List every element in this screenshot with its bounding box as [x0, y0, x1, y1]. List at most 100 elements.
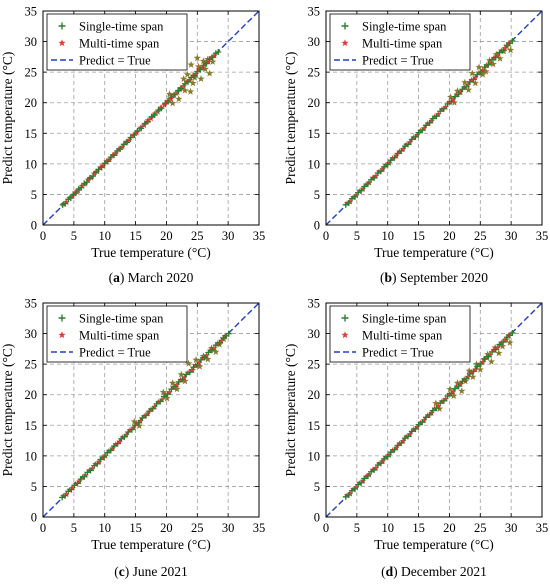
x-tick-label: 10 — [381, 521, 394, 535]
y-tick-label: 35 — [308, 5, 321, 19]
single-time-span-point — [429, 407, 436, 414]
y-tick-label: 30 — [308, 327, 321, 341]
single-time-span-point — [168, 386, 175, 393]
multi-time-span-point — [353, 192, 360, 199]
single-time-span-point — [78, 184, 85, 191]
multi-time-span-point — [203, 352, 210, 359]
single-time-span-point — [448, 390, 455, 397]
multi-time-span-point — [126, 136, 133, 143]
x-tick-label: 0 — [323, 229, 329, 243]
single-time-span-point — [65, 488, 72, 495]
x-axis-label: True temperature (°C) — [91, 537, 211, 552]
single-time-span-point — [348, 487, 355, 494]
overlap-point — [197, 75, 205, 82]
single-time-span-point — [194, 361, 201, 368]
single-time-span-point — [107, 154, 114, 161]
single-time-span-point — [220, 334, 227, 341]
multi-time-span-point — [442, 103, 449, 110]
overlap-point — [183, 70, 192, 78]
overlap-point — [450, 392, 458, 400]
single-time-span-point — [200, 62, 207, 69]
chart-panel-1: 00 5 5 10 10 15 15 20 20 25 25 30 30 35 35 Single-time … — [0, 5, 265, 286]
single-time-span-point — [444, 100, 451, 107]
multi-time-span-point — [180, 82, 187, 89]
legend-single-label: Single-time span — [362, 20, 447, 34]
multi-time-span-point — [151, 403, 158, 410]
x-tick-label: 35 — [536, 229, 549, 243]
single-time-span-point — [433, 405, 440, 412]
legend-single-label: Single-time span — [79, 20, 164, 34]
single-time-span-point — [455, 383, 462, 390]
x-tick-label: 25 — [191, 521, 204, 535]
single-time-span-point — [186, 369, 193, 376]
multi-time-span-point — [211, 52, 218, 59]
y-tick-label: 0 — [314, 219, 320, 233]
overlap-point — [475, 63, 483, 71]
overlap-point — [492, 50, 500, 58]
multi-time-span-point — [102, 452, 109, 459]
single-time-span-point — [433, 113, 440, 120]
x-axis-label: True temperature (°C) — [374, 537, 494, 552]
single-time-span-point — [342, 493, 349, 500]
overlap-point — [181, 377, 189, 385]
single-time-span-point — [183, 371, 190, 378]
x-tick-label: 5 — [354, 521, 360, 535]
x-tick-label: 20 — [160, 521, 173, 535]
single-time-span-point — [422, 414, 429, 421]
multi-time-span-point — [457, 380, 464, 388]
single-time-span-point — [352, 485, 359, 492]
x-tick-label: 35 — [253, 229, 266, 243]
legend-multi-marker — [341, 331, 349, 339]
single-time-span-point — [394, 150, 401, 157]
single-time-span-point — [107, 447, 114, 454]
panel-caption-letter: c — [119, 564, 125, 579]
multi-time-span-point — [166, 388, 173, 396]
single-time-span-point — [94, 460, 101, 467]
single-time-span-point — [412, 133, 419, 140]
y-tick-label: 5 — [31, 480, 37, 494]
single-time-span-point — [165, 98, 172, 105]
x-tick-label: 25 — [474, 229, 487, 243]
single-time-span-point — [175, 378, 182, 385]
single-time-span-point — [500, 339, 507, 346]
single-time-span-point — [405, 141, 412, 148]
single-time-span-point — [364, 473, 371, 480]
multi-time-span-point — [69, 484, 76, 492]
x-axis-label: True temperature (°C) — [91, 245, 211, 260]
single-time-span-point — [374, 462, 381, 469]
x-tick-label: 35 — [253, 521, 266, 535]
multi-time-span-point — [365, 471, 373, 478]
single-time-span-point — [477, 69, 484, 76]
multi-time-span-point — [106, 156, 113, 163]
overlap-point — [469, 373, 477, 381]
multi-time-span-point — [501, 336, 509, 344]
single-time-span-point — [437, 400, 444, 407]
overlap-point — [201, 65, 209, 73]
panel-caption-letter: d — [386, 564, 394, 579]
multi-time-span-point — [464, 373, 472, 380]
single-time-span-point — [225, 330, 232, 337]
multi-time-span-point — [123, 431, 130, 438]
y-tick-label: 30 — [25, 327, 38, 341]
panel-caption-letter: b — [385, 270, 393, 285]
multi-time-span-point — [130, 424, 137, 431]
x-tick-label: 15 — [412, 229, 425, 243]
panel-caption: (d) December 2021 — [381, 564, 487, 579]
single-time-span-point — [98, 164, 105, 171]
multi-time-span-point — [494, 344, 501, 351]
single-time-span-point — [426, 119, 433, 126]
single-time-span-point — [415, 129, 422, 136]
x-tick-label: 30 — [222, 521, 235, 535]
overlap-point — [432, 399, 440, 407]
y-tick-label: 35 — [25, 5, 38, 19]
multi-time-span-point — [89, 465, 96, 472]
overlap-point — [465, 367, 473, 374]
overlap-point — [498, 342, 507, 350]
plot-frame — [42, 302, 260, 518]
overlap-point — [471, 79, 479, 87]
single-time-span-point — [489, 56, 496, 63]
overlap-point — [206, 69, 214, 77]
single-time-span-point — [355, 481, 362, 488]
multi-time-span-point — [406, 431, 414, 438]
single-time-span-point — [114, 440, 121, 447]
